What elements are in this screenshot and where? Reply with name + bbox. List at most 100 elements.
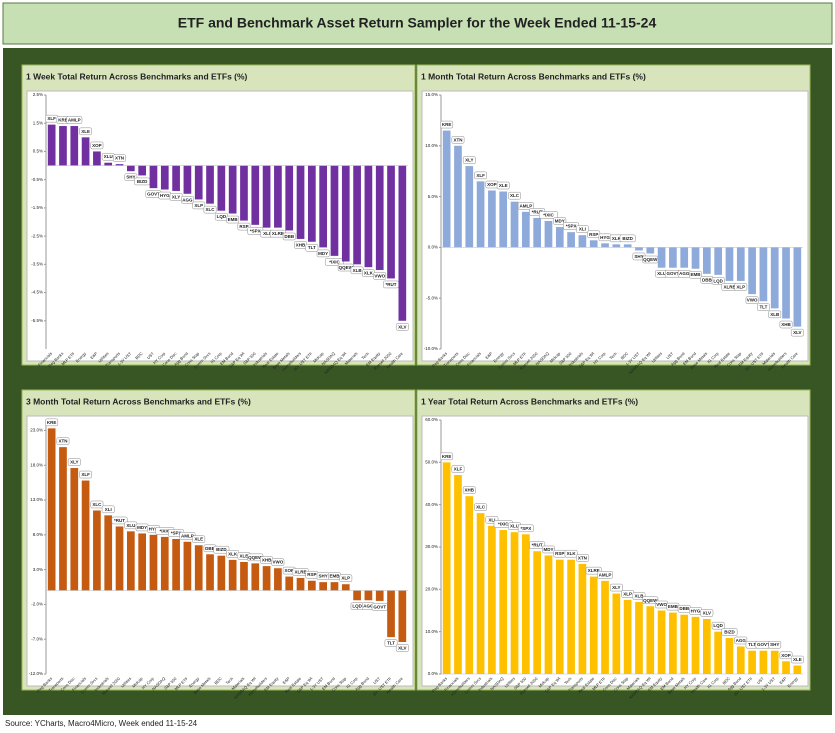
bar xyxy=(398,590,407,642)
bar-tag: QQEW xyxy=(248,555,263,560)
bar-tag-box xyxy=(734,283,748,291)
bar-tag: AMLP xyxy=(519,203,532,208)
bar-tag: XTN xyxy=(453,137,462,142)
bar xyxy=(251,165,260,225)
bar xyxy=(680,614,689,674)
bar xyxy=(206,165,214,204)
bar xyxy=(669,612,677,674)
bar-tag-box xyxy=(496,181,510,190)
chart-title: 1 Month Total Return Across Benchmarks a… xyxy=(421,71,646,81)
bar-tag: XLK xyxy=(228,551,238,556)
bar-tag-box xyxy=(745,296,759,304)
bar-tag: XLE xyxy=(793,657,802,662)
bar xyxy=(307,580,316,591)
bar xyxy=(115,164,124,166)
bar xyxy=(488,525,496,674)
bar-tag: DBB xyxy=(679,606,689,611)
bar xyxy=(476,181,485,248)
bar-tag: XLP xyxy=(623,591,632,596)
bar-tag-box xyxy=(576,554,589,562)
y-tick-label: 3.0% xyxy=(33,567,43,572)
bar-tag: HYG xyxy=(160,193,170,198)
bar xyxy=(736,247,745,281)
bar-tag: MDY xyxy=(543,547,553,552)
bar xyxy=(138,533,147,591)
bar-tag: *IXIC xyxy=(498,522,509,527)
bar xyxy=(725,638,734,674)
bar xyxy=(81,480,90,591)
y-tick-label: -0.5% xyxy=(31,177,43,182)
bar-tag-box xyxy=(395,644,409,652)
bar-tag: EMB xyxy=(691,272,702,277)
bar xyxy=(364,590,373,601)
y-tick-label: -2.0% xyxy=(31,602,43,607)
bar-tag: VWO xyxy=(656,602,667,607)
bar xyxy=(319,582,328,591)
bar xyxy=(782,661,790,674)
bar-tag: LQD xyxy=(713,278,723,283)
bar xyxy=(454,475,462,674)
bar-tag-box xyxy=(45,418,59,427)
bar-tag: RSP xyxy=(555,551,564,556)
y-tick-label: -5.5% xyxy=(31,318,43,323)
bar-tag: XOP xyxy=(781,653,791,658)
bar xyxy=(759,247,768,302)
bar-tag-box xyxy=(226,215,240,224)
bar xyxy=(499,191,508,248)
bar xyxy=(183,541,192,591)
bar-tag: *RUT xyxy=(532,209,543,214)
bar xyxy=(454,145,462,248)
y-tick-label: -1.5% xyxy=(31,205,43,210)
bar-tag: LQD xyxy=(352,604,362,609)
bar-tag: TLT xyxy=(387,641,395,646)
bar-tag-box xyxy=(56,437,70,445)
bar xyxy=(533,551,542,674)
bar-tag: VWO xyxy=(374,273,385,278)
bar-tag: VWO xyxy=(747,298,758,303)
bar-tag-box xyxy=(384,639,398,647)
bar-tag: *RUT xyxy=(532,543,543,548)
bar-tag: EMB xyxy=(668,604,679,609)
y-tick-label: 18.0% xyxy=(30,462,43,467)
bar-tag: XOP xyxy=(487,182,497,187)
bar-tag: XLV xyxy=(703,610,711,615)
bar-tag: XLI xyxy=(105,507,112,512)
bar-tag: XLB xyxy=(634,594,644,599)
bar xyxy=(47,428,56,591)
bar-tag: XLV xyxy=(398,645,406,650)
bar-tag: SHY xyxy=(634,254,643,259)
bar-tag-box xyxy=(790,655,804,664)
bar xyxy=(578,235,587,248)
bar xyxy=(793,247,802,327)
bar-tag: RSP xyxy=(589,232,598,237)
bar xyxy=(635,247,643,251)
bar-tag-box xyxy=(462,486,476,494)
bar xyxy=(748,247,756,295)
bar xyxy=(341,584,350,591)
bar-tag: XLC xyxy=(92,502,102,507)
bar xyxy=(353,590,361,601)
x-tick-label: E&P xyxy=(281,676,290,685)
bar-tag: XLC xyxy=(476,505,486,510)
bar xyxy=(296,165,305,239)
bar-tag: EMB xyxy=(228,217,239,222)
bar-tag: XHB xyxy=(465,488,475,493)
bar-tag-box xyxy=(619,234,636,243)
bar xyxy=(748,650,756,674)
y-tick-label: 5.0% xyxy=(428,194,438,199)
bar xyxy=(555,227,564,248)
bar-tag-box xyxy=(711,621,725,630)
bar xyxy=(240,165,248,221)
bar-tag: *IXIC xyxy=(543,212,554,217)
bar-tag-box xyxy=(700,609,714,617)
bar xyxy=(59,126,67,166)
bar xyxy=(93,151,101,166)
x-tick-label: BDC xyxy=(721,676,731,686)
bar-tag: QQEW xyxy=(339,265,354,270)
bar-tag-box xyxy=(111,516,128,525)
bar-tag: XLE xyxy=(499,183,508,188)
bar-tag-box xyxy=(282,232,296,241)
bar xyxy=(262,165,271,228)
bar-tag-box xyxy=(529,541,546,549)
bar xyxy=(59,447,67,591)
